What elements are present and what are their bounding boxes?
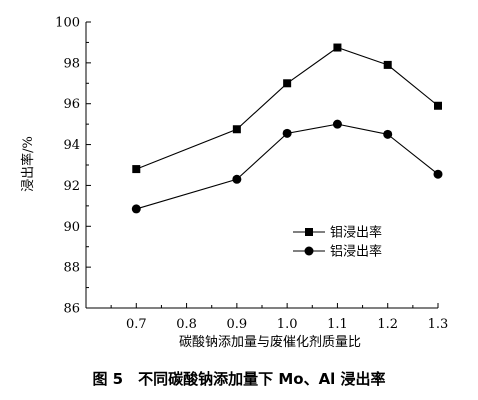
x-tick-label: 1.1 (327, 317, 348, 332)
legend-label: 钼浸出率 (330, 225, 382, 241)
series-1 (132, 43, 442, 174)
series-line (136, 123, 439, 210)
y-axis-title: 浸出率/% (20, 136, 36, 192)
x-tick-label: 0.8 (176, 317, 197, 332)
x-tick-label: 1.0 (277, 317, 298, 332)
x-axis-title: 碳酸钠添加量与废催化剂质量比 (179, 334, 361, 350)
x-tick-label: 1.3 (428, 317, 449, 332)
series-line (136, 46, 439, 170)
y-tick-label: 98 (63, 56, 80, 71)
y-tick-label: 100 (55, 16, 80, 31)
legend-item: 铝浸出率 (293, 244, 382, 260)
data-point (434, 101, 442, 110)
data-point (232, 174, 242, 184)
data-point (283, 79, 292, 88)
y-tick-label: 92 (63, 179, 80, 194)
y-tick-label: 94 (63, 138, 80, 153)
data-point (232, 125, 241, 134)
x-tick-label: 0.9 (227, 317, 248, 332)
legend-label: 铝浸出率 (330, 244, 382, 260)
y-tick-label: 86 (63, 302, 80, 317)
data-point (131, 204, 141, 214)
legend-marker (304, 246, 314, 256)
series-layer (131, 43, 443, 214)
y-tick-label: 90 (63, 220, 80, 235)
series-2 (131, 119, 443, 214)
legend-marker (305, 228, 313, 236)
data-point (132, 165, 141, 174)
data-point (383, 129, 393, 139)
y-tick-label: 96 (63, 97, 80, 112)
data-point (332, 119, 342, 129)
data-point (282, 128, 292, 138)
x-tick-label: 0.7 (126, 317, 147, 332)
data-point (333, 43, 342, 52)
x-tick-label: 1.2 (377, 317, 398, 332)
y-axis: 86 88 90 92 94 96 98 100 (55, 16, 91, 317)
figure-caption: 图 5 不同碳酸钠添加量下 Mo、Al 浸出率 (92, 370, 386, 388)
x-axis: 0.7 0.8 0.9 1.0 1.1 1.2 1.3 (110, 303, 449, 332)
y-tick-label: 88 (63, 261, 80, 276)
data-point (383, 60, 392, 69)
data-point (433, 169, 443, 179)
legend-item: 钼浸出率 (293, 225, 382, 241)
